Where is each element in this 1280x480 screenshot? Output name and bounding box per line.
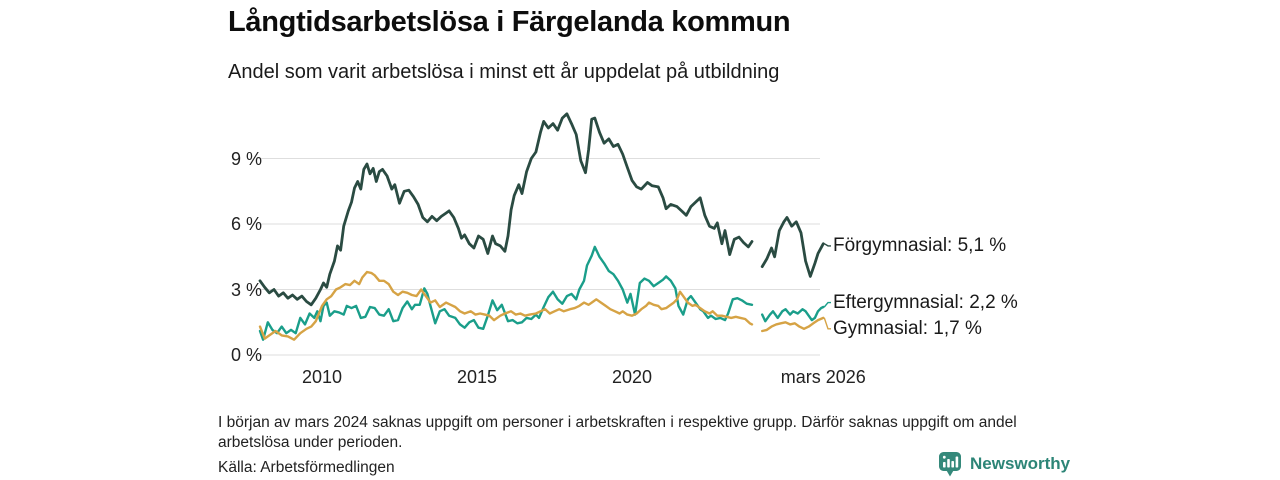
x-tick-label: 2010	[301, 367, 343, 387]
y-tick-label: 0 %	[230, 345, 262, 365]
source-text: Källa: Arbetsförmedlingen	[218, 459, 395, 476]
y-tick-label: 6 %	[230, 214, 262, 235]
series-line-f-rgymnasial	[760, 216, 825, 278]
series-line-eftergymnasial	[761, 305, 825, 323]
label-connector-eftergymnasial	[823, 301, 831, 308]
series-line-f-rgymnasial	[258, 112, 754, 307]
x-tick-label: 2015	[456, 367, 498, 387]
footnote-text: I början av mars 2024 saknas uppgift om …	[218, 414, 1017, 451]
chart-subtitle: Andel som varit arbetslösa i minst ett å…	[228, 61, 780, 83]
series-line-eftergymnasial	[258, 245, 754, 341]
series-label-f-rgymnasial: Förgymnasial: 5,1 %	[833, 234, 1007, 256]
label-connector-gymnasial	[823, 317, 831, 330]
newsworthy-logo: Newsworthy	[938, 451, 1070, 477]
y-tick-label: 9 %	[230, 148, 262, 169]
x-tick-label: mars 2026	[780, 367, 866, 387]
series-line-gymnasial	[258, 270, 754, 341]
newsworthy-wordmark: Newsworthy	[970, 454, 1071, 473]
series-label-gymnasial: Gymnasial: 1,7 %	[833, 317, 982, 339]
y-tick-label: 3 %	[230, 279, 262, 300]
x-tick-label: 2020	[611, 367, 653, 387]
series-label-eftergymnasial: Eftergymnasial: 2,2 %	[833, 291, 1018, 313]
label-connector-f-rgymnasial	[823, 243, 831, 247]
bar-chart-bubble-icon	[939, 452, 961, 477]
page-title: Långtidsarbetslösa i Färgelanda kommun	[228, 6, 791, 38]
series-line-gymnasial	[761, 316, 825, 333]
